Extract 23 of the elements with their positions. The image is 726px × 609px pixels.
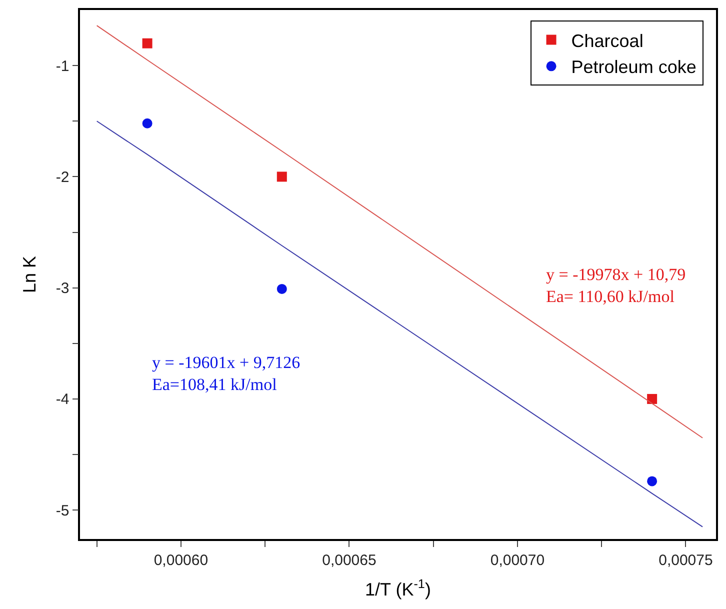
point: [142, 38, 152, 48]
line-series: [96, 120, 704, 528]
annotation: y = -19978x + 10,79 Ea= 110,60 kJ/mol: [546, 265, 686, 306]
point: [276, 284, 287, 294]
line-series: [96, 25, 704, 438]
y-tick-label: -4: [56, 391, 70, 408]
legend-label: Petroleum coke: [571, 57, 696, 78]
y-tick-label: -2: [56, 168, 70, 186]
x-tick-label: 0,00065: [322, 552, 376, 569]
y-axis-title: Ln K: [20, 256, 40, 294]
point: [647, 476, 658, 486]
y-tick-label: -1: [56, 58, 70, 75]
x-tick-label: 0,00070: [490, 552, 545, 569]
legend-label: Charcoal: [571, 30, 644, 51]
y-tick-label: -3: [56, 280, 70, 298]
x-axis-title: 1/T (K$^{-1}$): [365, 576, 431, 600]
point: [276, 172, 287, 182]
y-tick-label: -5: [56, 502, 70, 520]
x-tick-label: 0,00060: [154, 552, 208, 569]
x-tick-label: 0,00075: [658, 552, 713, 569]
annotation: y = -19601x + 9,7126 Ea=108,41 kJ/mol: [152, 353, 300, 394]
point: [647, 394, 658, 404]
point: [142, 118, 152, 128]
